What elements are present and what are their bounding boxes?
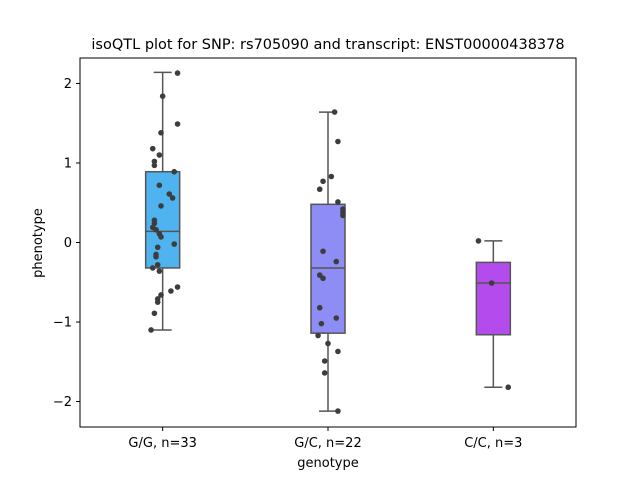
y-axis: 2 1 0 −1 −2 [53,77,80,410]
data-point [166,191,173,197]
data-point [174,284,181,290]
y-tick-label: 2 [64,77,72,92]
x-tick-label: G/C, n=22 [294,436,361,451]
y-tick-label: −1 [53,316,72,331]
data-point [505,384,512,391]
box-group-1 [144,71,181,331]
box-group-3 [475,240,512,388]
y-tick-label: 0 [64,236,72,251]
data-point [149,224,156,231]
data-point [321,358,328,364]
points-group-3 [475,238,512,391]
data-point [154,261,161,268]
data-point [318,320,325,327]
data-point [171,241,178,247]
box-group-2 [310,111,346,412]
data-point [154,244,161,251]
data-point [488,280,495,286]
plot-area [144,70,512,414]
data-point [174,121,181,127]
data-point [325,340,331,347]
data-point [321,370,328,376]
data-point [316,186,323,193]
data-point [151,310,158,317]
box [144,170,181,269]
data-point [475,238,482,244]
data-point [335,138,341,145]
data-point [148,327,154,333]
y-axis-label: phenotype [31,208,46,278]
data-point [158,234,164,240]
data-point [156,152,163,158]
data-point [174,70,181,76]
data-point [333,258,340,265]
y-tick-label: 1 [64,156,72,171]
data-point [320,178,326,185]
points-group-2 [315,109,346,414]
y-tick-label: −2 [53,395,72,410]
data-point [158,203,164,209]
data-point [153,254,159,260]
data-point [333,315,340,321]
data-point [335,199,341,205]
data-point [158,292,164,298]
data-point [168,288,174,294]
data-point [149,265,156,271]
data-point [151,158,158,165]
data-point [158,129,164,136]
box [475,261,512,336]
data-point [159,93,166,99]
x-tick-label: G/G, n=33 [128,436,196,451]
x-tick-label: C/C, n=3 [464,436,522,451]
data-point [315,332,321,339]
data-point [154,299,161,305]
data-point [156,182,163,189]
data-point [328,173,335,180]
x-axis: G/G, n=33 G/C, n=22 C/C, n=3 [128,427,522,451]
data-point [171,168,178,175]
box [310,203,346,334]
chart-title: isoQTL plot for SNP: rs705090 and transc… [91,37,564,53]
data-point [316,304,323,311]
data-point [335,408,341,414]
points-group-1 [148,70,181,333]
data-point [151,162,158,169]
data-point [156,268,163,274]
x-axis-label: genotype [297,456,358,471]
data-point [331,109,338,115]
data-point [320,275,326,282]
data-point [169,195,176,201]
data-point [335,348,341,355]
data-point [149,145,156,152]
data-point [320,248,326,255]
data-point [340,212,346,219]
